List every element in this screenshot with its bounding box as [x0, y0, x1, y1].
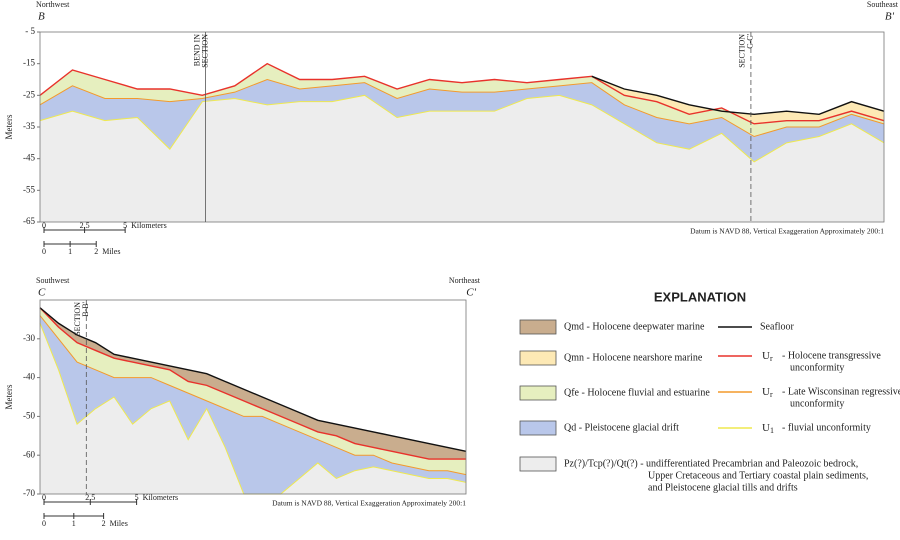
unit-label: Qd - Pleistocene glacial drift: [564, 422, 679, 433]
legend-label: - fluvial unconformity: [782, 422, 871, 433]
layer-fill: [40, 79, 884, 162]
unit-label: Upper Cretaceous and Tertiary coastal pl…: [648, 470, 868, 481]
scale-label: 1: [72, 519, 76, 528]
unit-label: Qfe - Holocene fluvial and estuarine: [564, 387, 710, 398]
profile-line: [39, 94, 885, 163]
symbol: U: [762, 350, 770, 362]
legend-symbol: Ur: [762, 350, 773, 363]
plot-frame: [39, 299, 467, 495]
y-tick-label: -65: [23, 216, 35, 226]
direction-label: Southwest: [36, 276, 70, 285]
marker-label: C-C': [746, 33, 755, 48]
profile-line: [39, 307, 466, 460]
marker-label: SECTION: [738, 34, 747, 68]
y-tick-label: -45: [23, 153, 35, 163]
marker-label: SECTION: [73, 302, 82, 336]
scale-label: 2: [94, 247, 98, 256]
legend-symbol: Ur: [762, 386, 773, 399]
axis-label: Meters: [4, 114, 14, 139]
y-tick-label: -60: [23, 449, 35, 459]
y-tick-label: -15: [23, 58, 35, 68]
legend-label: unconformity: [790, 362, 844, 373]
legend-symbol: U1: [762, 422, 774, 435]
layer-fill: [40, 323, 466, 494]
subscript: r: [770, 390, 773, 399]
unit-swatch: [519, 456, 557, 472]
scale-unit: Kilometers: [143, 493, 179, 502]
profile-line: [39, 78, 885, 138]
legend-label: Seafloor: [760, 321, 795, 332]
unit-swatch: [519, 385, 557, 401]
direction-label: Southeast: [867, 0, 899, 9]
profile-line: [39, 315, 467, 476]
scale-label: 0: [42, 519, 46, 528]
marker-label: SECTION: [200, 34, 209, 68]
section-end: B': [885, 11, 895, 23]
section-end: C': [466, 287, 476, 299]
y-tick-label: -40: [23, 372, 35, 382]
y-tick-label: - 5: [25, 26, 35, 36]
y-tick-label: -70: [23, 488, 35, 498]
subscript: 1: [770, 426, 774, 435]
scale-label: 5: [123, 221, 127, 230]
y-tick-label: -55: [23, 184, 35, 194]
direction-label: Northeast: [449, 276, 481, 285]
marker-label: BEND IN: [192, 34, 201, 66]
y-tick-label: -25: [23, 89, 35, 99]
scale-label: 1: [68, 247, 72, 256]
unit-swatch: [519, 319, 557, 335]
unit-label: Qmd - Holocene deepwater marine: [564, 321, 705, 332]
axis-label: Meters: [4, 384, 14, 409]
section-end: B: [38, 11, 45, 23]
legend-label: - Holocene transgressive: [782, 350, 881, 361]
profile-line: [591, 75, 885, 116]
layer-fill: [40, 307, 466, 460]
scale-label: 0: [42, 493, 46, 502]
section-end: C: [38, 287, 46, 299]
profile-line: [39, 62, 885, 125]
scale-label: 0: [42, 247, 46, 256]
unit-label: Qmn - Holocene nearshore marine: [564, 352, 703, 363]
profile-line: [39, 307, 467, 453]
unit-label: and Pleistocene glacial tills and drifts: [648, 482, 798, 493]
scale-label: 5: [135, 493, 139, 502]
y-tick-label: -50: [23, 410, 35, 420]
datum-note: Datum is NAVD 88, Vertical Exaggeration …: [690, 227, 884, 236]
scale-label: 2.5: [80, 221, 90, 230]
datum-note: Datum is NAVD 88, Vertical Exaggeration …: [272, 499, 466, 508]
scale-unit: Miles: [110, 519, 128, 528]
layer-fill: [40, 63, 884, 137]
symbol: U: [762, 386, 770, 398]
scale-label: 2: [102, 519, 106, 528]
scale-unit: Miles: [102, 247, 120, 256]
direction-label: Northwest: [36, 0, 70, 9]
explanation-title: EXPLANATION: [654, 289, 746, 304]
scale-label: 2.5: [85, 493, 95, 502]
y-tick-label: -35: [23, 121, 35, 131]
unit-swatch: [519, 350, 557, 366]
unit-label: Pz(?)/Tcp(?)/Qt(?) - undifferentiated Pr…: [564, 458, 858, 469]
legend-label: - Late Wisconsinan regressive: [782, 386, 900, 397]
legend-label: unconformity: [790, 398, 844, 409]
layer-fill: [40, 315, 466, 494]
scale-label: 0: [42, 221, 46, 230]
unit-swatch: [519, 420, 557, 436]
symbol: U: [762, 422, 770, 434]
subscript: r: [770, 354, 773, 363]
scale-unit: Kilometers: [131, 221, 167, 230]
y-tick-label: -30: [23, 333, 35, 343]
layer-fill: [40, 95, 884, 222]
marker-label: B-B': [81, 301, 90, 316]
